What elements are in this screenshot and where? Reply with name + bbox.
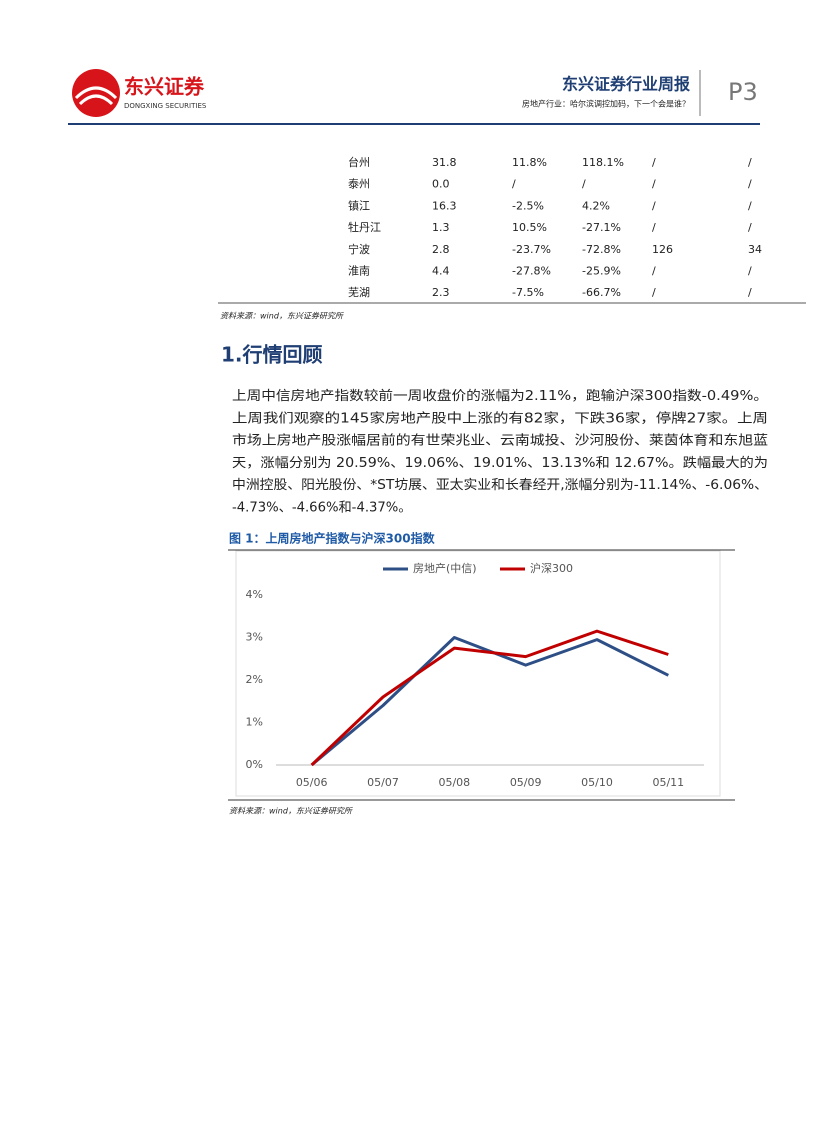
x-tick-label: 05/09	[510, 776, 542, 789]
table-cell: 0.0	[432, 178, 450, 191]
y-tick-label: 4%	[246, 588, 263, 601]
chart-frame	[235, 550, 721, 797]
table-cell: 台州	[348, 155, 370, 169]
table-cell: /	[652, 199, 656, 212]
table-cell: -25.9%	[582, 265, 621, 278]
table-cell: /	[652, 156, 656, 169]
table-cell: 126	[652, 243, 673, 256]
table-cell: 4.4	[432, 265, 450, 278]
section-heading: 1.行情回顾	[221, 343, 323, 367]
paragraph-line: 市场上房地产股涨幅居前的有世荣兆业、云南城投、沙河股份、莱茵体育和东旭蓝	[232, 432, 768, 449]
chart: 0% 1% 2% 3% 4% 05/06 05/07 05/08 05/09 05/10 05/11…	[246, 561, 704, 789]
table-source: 资料来源：wind，东兴证券研究所	[220, 312, 345, 321]
table-cell: /	[748, 178, 752, 191]
table-cell: -66.7%	[582, 286, 621, 299]
header-title: 东兴证券行业周报	[562, 75, 690, 94]
table-cell: 118.1%	[582, 156, 624, 169]
table-cell: /	[652, 221, 656, 234]
table-cell: 2.3	[432, 286, 450, 299]
logo-en: DONGXING SECURITIES	[124, 102, 207, 110]
table-cell: -27.8%	[512, 265, 551, 278]
table-cell: 2.8	[432, 243, 450, 256]
table-cell: 4.2%	[582, 199, 610, 212]
series-line	[310, 629, 669, 767]
table-cell: /	[512, 178, 516, 191]
table-cell: /	[748, 221, 752, 234]
header-subtitle: 房地产行业：哈尔滨调控加码，下一个会是谁？	[522, 99, 690, 109]
x-tick-label: 05/06	[296, 776, 328, 789]
paragraph-line: -4.73%、-4.66%和-4.37%。	[232, 500, 412, 516]
table-cell: /	[748, 199, 752, 212]
table-cell: 芜湖	[348, 285, 370, 299]
table-cell: 淮南	[348, 265, 370, 278]
paragraph-line: 天，涨幅分别为 20.59%、19.06%、19.01%、13.13%和 12.…	[232, 455, 768, 471]
table-cell: /	[748, 156, 752, 169]
table-cell: -27.1%	[582, 221, 621, 234]
x-tick-label: 05/11	[652, 776, 684, 789]
table-cell: -2.5%	[512, 199, 544, 212]
x-tick-label: 05/08	[438, 776, 470, 789]
paragraph: 上周中信房地产指数较前一周收盘价的涨幅为2.11%，跑输沪深300指数-0.49…	[232, 387, 768, 516]
table-cell: 宁波	[348, 242, 370, 256]
table-cell: 31.8	[432, 156, 457, 169]
table-cell: 16.3	[432, 199, 457, 212]
logo-stripes	[74, 86, 118, 106]
logo-mark	[72, 69, 120, 117]
logo-name: 东兴证券	[124, 75, 205, 99]
table-cell: 11.8%	[512, 156, 547, 169]
table-cell: -72.8%	[582, 243, 621, 256]
y-tick-label: 1%	[246, 716, 263, 729]
x-tick-label: 05/10	[581, 776, 613, 789]
table-cell: /	[748, 286, 752, 299]
paragraph-line: 中洲控股、阳光股份、*ST坊展、亚太实业和长春经开,涨幅分别为-11.14%、-…	[232, 477, 768, 493]
table-cell: /	[582, 178, 586, 191]
y-tick-label: 2%	[246, 673, 263, 686]
table-cell: 牡丹江	[348, 220, 381, 234]
figure-title: 图 1：上周房地产指数与沪深300指数	[229, 531, 436, 546]
table-cell: 泰州	[348, 177, 370, 191]
page-number: P3	[728, 78, 758, 106]
table-cell: /	[748, 265, 752, 278]
x-tick-label: 05/07	[367, 776, 399, 789]
table-cell: /	[652, 178, 656, 191]
series-line	[310, 636, 670, 767]
table-cell: -7.5%	[512, 286, 544, 299]
y-tick-label: 3%	[246, 631, 263, 644]
legend-label: 房地产(中信)	[413, 561, 477, 575]
table-cell: -23.7%	[512, 243, 551, 256]
table-cell: 1.3	[432, 221, 450, 234]
table-cell: /	[652, 286, 656, 299]
paragraph-line: 上周中信房地产指数较前一周收盘价的涨幅为2.11%，跑输沪深300指数-0.49…	[232, 387, 768, 404]
table: 台州 31.8 11.8% 118.1% / / 泰州 0.0 / / / / 镇江 16.3 -2.5% 4…	[348, 155, 762, 299]
paragraph-line: 上周我们观察的145家房地产股中上涨的有82家，下跌36家，停牌27家。上周	[232, 409, 768, 426]
figure-source: 资料来源：wind，东兴证券研究所	[229, 807, 354, 816]
table-cell: /	[652, 265, 656, 278]
table-cell: 34	[748, 243, 762, 256]
table-cell: 镇江	[348, 198, 370, 212]
y-tick-label: 0%	[246, 758, 263, 771]
legend-label: 沪深300	[530, 561, 573, 575]
table-cell: 10.5%	[512, 221, 547, 234]
